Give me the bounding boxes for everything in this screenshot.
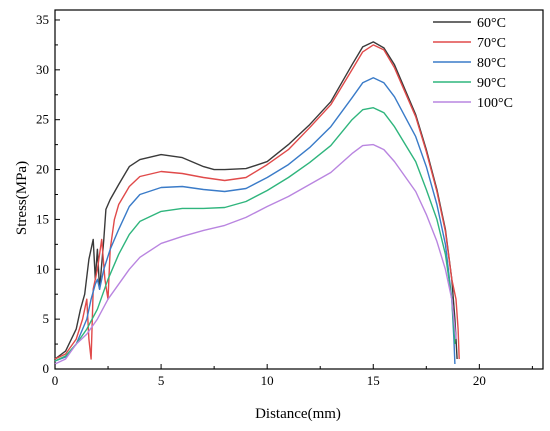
y-tick-label: 35 <box>36 12 49 27</box>
y-tick-label: 20 <box>36 162 49 177</box>
legend: 60°C 70°C 80°C 90°C 100°C <box>433 16 513 111</box>
y-tick-label: 10 <box>36 261 49 276</box>
x-tick-label: 20 <box>473 373 486 388</box>
x-tick-label: 0 <box>52 373 59 388</box>
series-line <box>54 77 456 365</box>
x-tick-label: 5 <box>158 373 165 388</box>
y-tick-label: 25 <box>36 112 49 127</box>
plot-border <box>54 9 544 370</box>
series-layer <box>54 41 460 365</box>
x-tick-label: 15 <box>367 373 380 388</box>
tick-layer: 0 5 10 15 20 0 5 10 15 20 25 30 35 <box>36 12 533 388</box>
y-tick-label: 30 <box>36 62 49 77</box>
series-line <box>54 143 457 365</box>
legend-label: 100°C <box>477 96 513 111</box>
x-tick-label: 10 <box>261 373 274 388</box>
series-line <box>54 41 458 360</box>
y-tick-label: 5 <box>43 311 50 326</box>
legend-label: 90°C <box>477 76 506 91</box>
x-axis-title: Distance(mm) <box>255 406 341 422</box>
legend-label: 80°C <box>477 56 506 71</box>
y-axis-title: Stress(MPa) <box>14 161 30 235</box>
series-line <box>54 107 456 362</box>
legend-label: 70°C <box>477 36 506 51</box>
legend-label: 60°C <box>477 16 506 31</box>
y-tick-label: 0 <box>43 361 50 376</box>
y-tick-label: 15 <box>36 211 49 226</box>
plot-frame <box>54 9 544 370</box>
series-line <box>54 44 460 360</box>
